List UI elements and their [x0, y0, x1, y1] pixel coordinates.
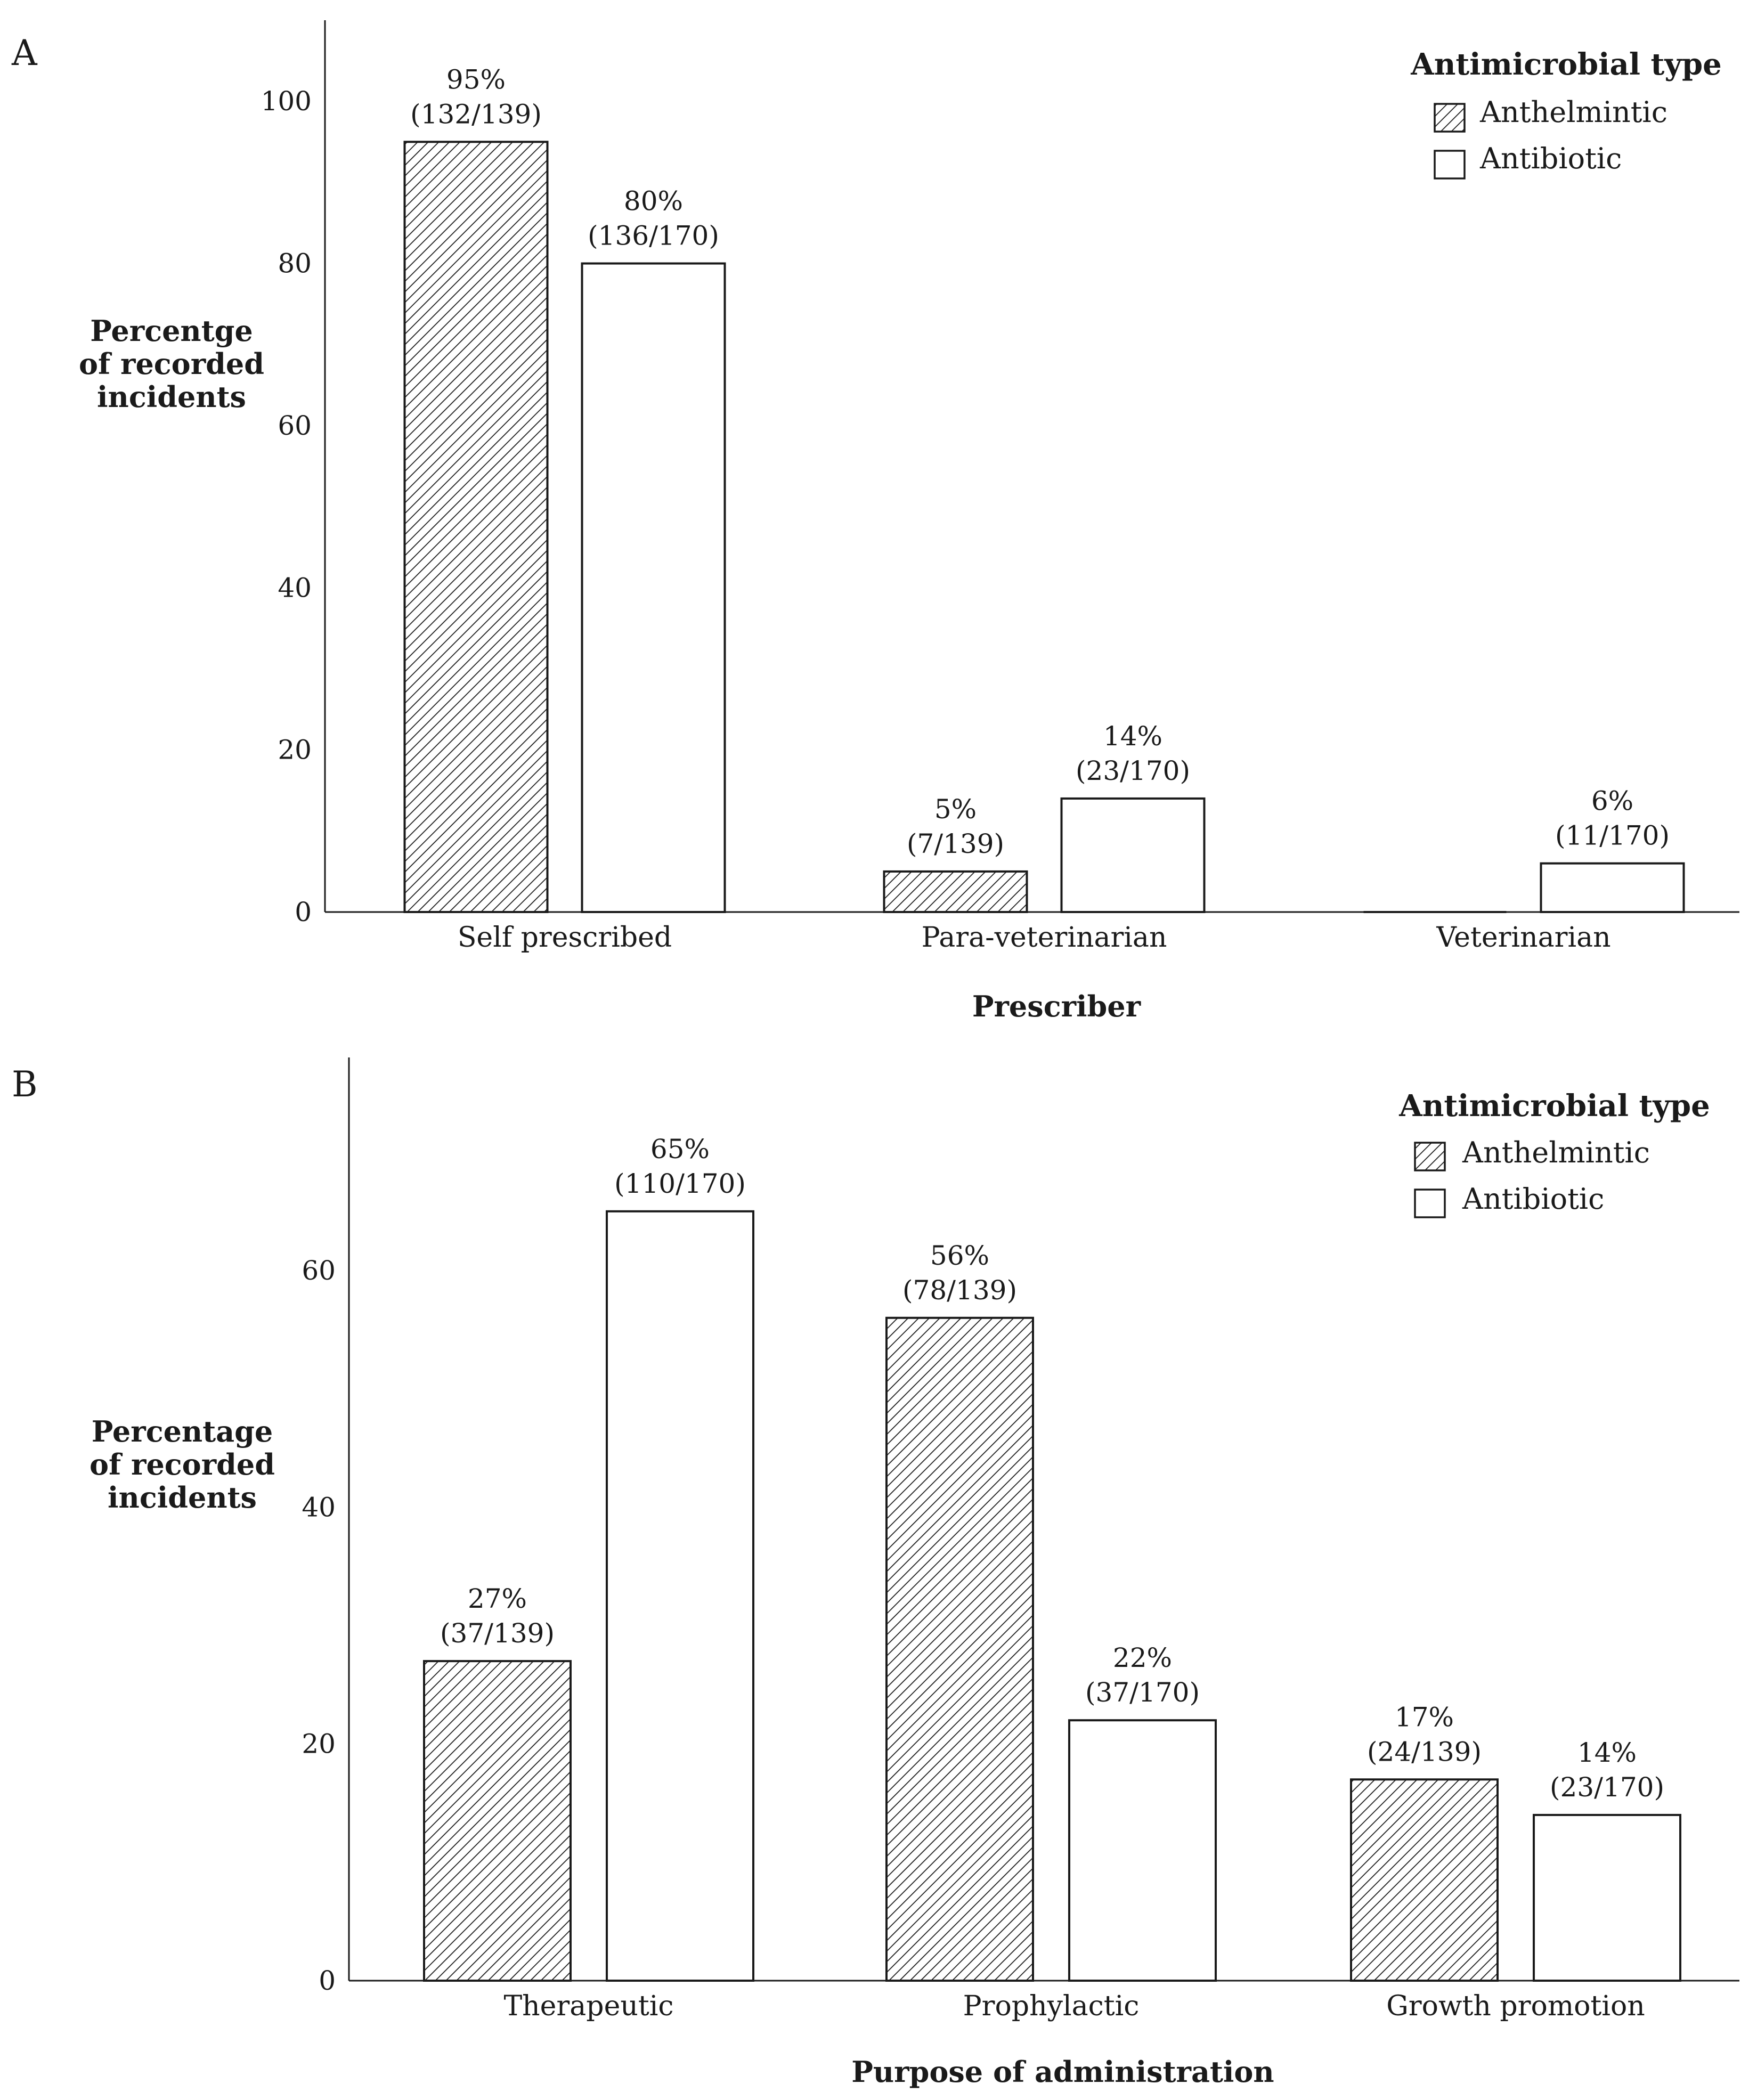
chart-panel-a: A Percentge of recorded incidents Prescr… — [11, 20, 1739, 1023]
bar-anthelmintic — [1350, 1778, 1499, 1982]
data-label-percent: 80% — [624, 186, 683, 217]
data-label-count: (37/170) — [1085, 1677, 1200, 1708]
legend: Antimicrobial type Anthelmintic Antibiot… — [1398, 1088, 1710, 1218]
legend-swatch-anthelmintic — [1434, 103, 1466, 133]
y-tick-label: 60 — [302, 1255, 336, 1286]
panel-letter: B — [12, 1064, 38, 1105]
chart-panel-b: B Percentage of recorded incidents Purpo… — [12, 1057, 1739, 2089]
y-ticks: 0 20 40 60 80 100 — [261, 86, 312, 927]
data-label-percent: 56% — [930, 1240, 989, 1271]
data-label-count: (11/170) — [1555, 820, 1670, 851]
y-tick-label: 40 — [302, 1492, 336, 1523]
data-label-percent: 27% — [468, 1583, 527, 1614]
x-tick-label: Prophylactic — [963, 1990, 1140, 2022]
data-label-percent: 17% — [1395, 1702, 1454, 1732]
data-label-count: (23/170) — [1550, 1772, 1664, 1803]
bar-anthelmintic — [423, 1660, 572, 1982]
data-label-count: (78/139) — [902, 1275, 1017, 1306]
axes — [348, 1057, 1739, 1982]
data-label-percent: 14% — [1577, 1737, 1637, 1768]
bar-anthelmintic — [403, 141, 549, 914]
y-ticks: 0 20 40 60 — [302, 1255, 336, 1996]
x-tick-labels: Self prescribed Para-veterinarian Veterina… — [458, 922, 1611, 954]
legend-swatch-antibiotic — [1434, 150, 1466, 180]
x-tick-label: Self prescribed — [458, 922, 672, 954]
data-label-percent: 95% — [446, 64, 506, 95]
data-label-count: (24/139) — [1367, 1736, 1482, 1767]
y-axis-label-line: of recorded — [90, 1447, 275, 1482]
bar-group — [423, 1210, 1681, 1982]
data-label-count: (7/139) — [907, 828, 1004, 859]
data-label-count: (110/170) — [614, 1168, 746, 1199]
y-tick-label: 0 — [319, 1965, 336, 1996]
y-axis-label-line: incidents — [108, 1480, 257, 1515]
y-tick-label: 60 — [278, 410, 312, 441]
legend-swatch-antibiotic — [1414, 1189, 1446, 1218]
x-tick-labels: Therapeutic Prophylactic Growth promotion — [503, 1990, 1645, 2022]
legend-title: Antimicrobial type — [1410, 47, 1721, 82]
data-label-percent: 14% — [1103, 721, 1162, 752]
y-axis-label-line: incidents — [97, 380, 246, 414]
x-tick-label: Para-veterinarian — [922, 922, 1167, 954]
x-tick-label: Veterinarian — [1436, 922, 1610, 954]
data-labels: 95% (132/139) 5%(7/139) 80% (136/170) 14%(23/… — [410, 64, 1670, 859]
y-tick-label: 0 — [295, 897, 312, 927]
x-axis-title: Purpose of administration — [851, 2055, 1274, 2089]
y-axis-label-line: of recorded — [79, 347, 264, 381]
data-label-percent: 5% — [934, 794, 977, 825]
bar-antibiotic — [606, 1210, 754, 1982]
y-tick-label: 100 — [261, 86, 312, 117]
y-tick-label: 20 — [278, 735, 312, 766]
bar-antibiotic — [581, 262, 726, 914]
y-tick-label: 80 — [278, 248, 312, 279]
x-tick-label: Growth promotion — [1386, 1990, 1645, 2022]
data-label-count: (23/170) — [1076, 755, 1190, 786]
legend-label-antibiotic: Antibiotic — [1479, 142, 1622, 175]
data-labels: 27% (37/139) 56% (78/139) 17% (24/139) 65%(110… — [440, 1134, 1664, 1803]
legend-label-antibiotic: Antibiotic — [1462, 1182, 1604, 1216]
data-label-count: (37/139) — [440, 1618, 555, 1649]
data-label-percent: 22% — [1113, 1642, 1172, 1673]
bar-anthelmintic — [885, 1316, 1034, 1982]
legend: Antimicrobial type Anthelmintic Antibiot… — [1410, 47, 1722, 180]
legend-title: Antimicrobial type — [1398, 1088, 1710, 1124]
y-tick-label: 20 — [302, 1729, 336, 1760]
bar-antibiotic — [1060, 797, 1206, 913]
y-axis-label: Percentge of recorded incidents — [79, 314, 264, 414]
data-label-percent: 6% — [1591, 786, 1633, 817]
panel-letter: A — [11, 32, 38, 74]
y-axis-label-line: Percentage — [92, 1414, 273, 1448]
y-axis-label: Percentage of recorded incidents — [90, 1414, 275, 1515]
bar-antibiotic — [1540, 862, 1685, 914]
y-axis-label-line: Percentge — [90, 314, 253, 348]
bar-antibiotic — [1068, 1719, 1217, 1982]
data-label-percent: 65% — [650, 1134, 710, 1165]
legend-label-anthelmintic: Anthelmintic — [1462, 1136, 1650, 1169]
legend-label-anthelmintic: Anthelmintic — [1479, 95, 1667, 129]
bar-group — [403, 141, 1685, 914]
data-label-count: (136/170) — [588, 221, 719, 251]
x-tick-label: Therapeutic — [503, 1990, 673, 2022]
data-label-count: (132/139) — [410, 99, 542, 129]
legend-swatch-anthelmintic — [1414, 1142, 1446, 1171]
x-axis-title: Prescriber — [972, 989, 1141, 1023]
bar-anthelmintic — [883, 870, 1028, 913]
y-tick-label: 40 — [278, 572, 312, 603]
bar-antibiotic — [1533, 1813, 1681, 1982]
